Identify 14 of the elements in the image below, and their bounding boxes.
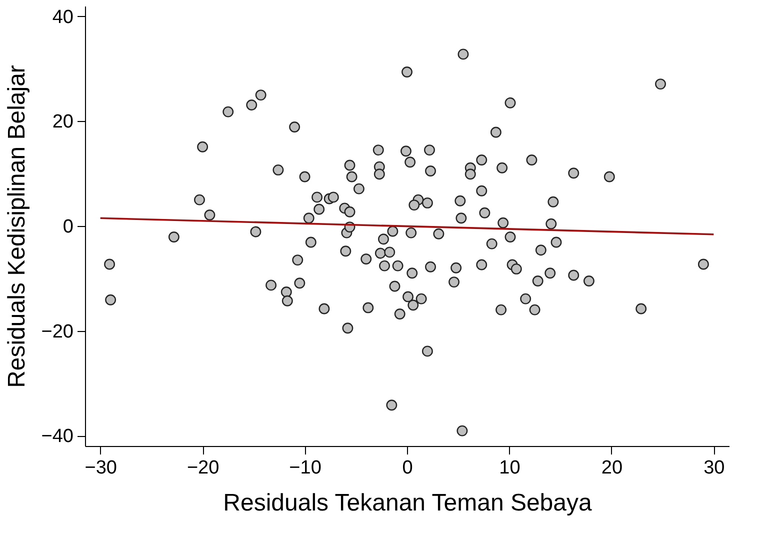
x-tick-label: 30 <box>704 458 725 478</box>
x-tick-label: −30 <box>84 458 117 478</box>
x-axis-title: Residuals Tekanan Teman Sebaya <box>223 490 592 516</box>
y-tick-label: 40 <box>52 6 74 28</box>
x-tick-label: 0 <box>402 458 413 478</box>
x-tick-label: 10 <box>499 458 520 478</box>
y-tick-label: −40 <box>41 426 74 448</box>
y-tick-label: 0 <box>62 216 74 238</box>
y-tick-label: 20 <box>52 112 74 133</box>
x-tick-label: 20 <box>601 458 623 478</box>
y-axis-title: Residuals Kedisiplinan Belajar <box>3 65 30 388</box>
x-tick-label: −10 <box>289 458 322 478</box>
x-tick-label: −20 <box>186 458 220 478</box>
y-tick-label: −20 <box>41 321 74 342</box>
